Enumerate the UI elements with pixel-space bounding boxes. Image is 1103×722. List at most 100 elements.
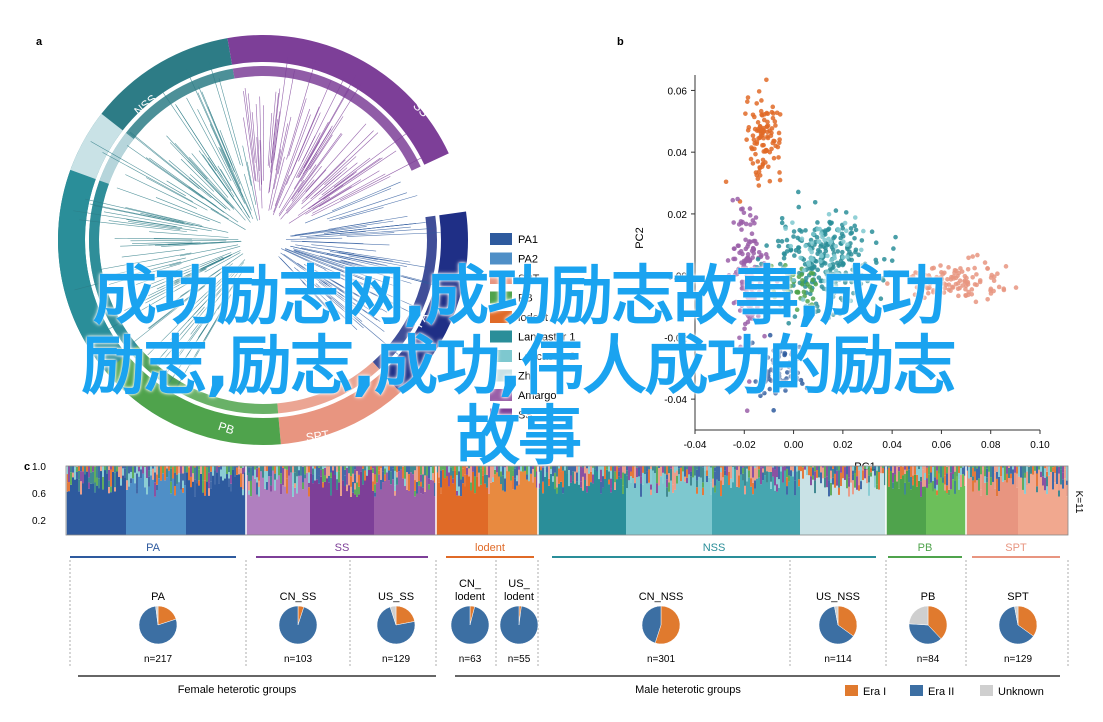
pca-point [969, 291, 975, 297]
admixture-bar [228, 478, 230, 487]
pca-point [843, 228, 849, 234]
admixture-bar [600, 466, 602, 470]
ring-segment-zhi-inner [99, 132, 134, 184]
admixture-bar [680, 466, 682, 468]
pca-point [1001, 287, 1007, 293]
pca-point [893, 234, 898, 240]
admixture-bar [352, 481, 354, 493]
pca-point [777, 170, 782, 175]
admixture-bar [574, 483, 576, 535]
admixture-bar [278, 466, 280, 476]
admixture-bar [822, 478, 824, 535]
admixture-bar [160, 480, 162, 535]
tree-branch [280, 179, 315, 220]
tree-branch [320, 277, 366, 306]
pca-point [740, 206, 745, 212]
pca-point [751, 137, 757, 142]
admixture-bar [244, 466, 246, 473]
admixture-bar [912, 475, 914, 480]
admixture-bar [398, 471, 400, 535]
pca-point [803, 228, 808, 233]
admixture-bar [996, 466, 998, 472]
pca-point [776, 130, 782, 136]
tree-branch [244, 88, 257, 182]
admixture-bar [282, 467, 284, 486]
admixture-bar [594, 466, 596, 470]
tree-branch [294, 249, 365, 273]
pca-point [783, 388, 788, 393]
tree-branch [288, 196, 331, 224]
admixture-bar [606, 466, 608, 470]
admixture-bar [754, 466, 756, 469]
admixture-bar [514, 478, 516, 490]
admixture-bar [586, 468, 588, 486]
admixture-bar [944, 484, 946, 491]
admixture-bar [594, 469, 596, 535]
admixture-bar [246, 466, 248, 476]
admixture-bar [772, 467, 774, 477]
admixture-bar [668, 482, 670, 492]
admixture-bar [282, 466, 284, 468]
admixture-bar [814, 493, 816, 535]
admixture-bar [180, 466, 182, 474]
admixture-bar [738, 487, 740, 535]
pca-point [736, 266, 741, 272]
pca-point [741, 258, 747, 264]
admixture-bar [958, 479, 960, 490]
admixture-bar [156, 484, 158, 491]
y-tick-label: -0.04 [664, 395, 687, 406]
tree-branch [305, 159, 346, 199]
legend-label: Lancaster 1 [518, 332, 575, 344]
pca-point [859, 272, 864, 278]
admixture-bar [72, 472, 74, 478]
admixture-bar [744, 466, 746, 472]
admixture-bar [584, 473, 586, 480]
pca-point [941, 290, 947, 295]
admixture-bar [724, 475, 726, 535]
admixture-bar [896, 466, 898, 482]
admixture-bar [530, 466, 532, 474]
admixture-bar [124, 477, 126, 535]
admixture-bar [862, 466, 864, 471]
admixture-bar [604, 466, 606, 480]
admixture-bar [306, 472, 308, 535]
admixture-bar [332, 470, 334, 535]
admixture-bar [192, 466, 194, 474]
admixture-bar [850, 466, 852, 469]
admixture-bar [952, 473, 954, 480]
admixture-bar [292, 496, 294, 535]
group-header-label: PB [918, 542, 933, 554]
admixture-bar [504, 491, 506, 535]
admixture-bar [632, 466, 634, 479]
pca-point [977, 278, 983, 283]
pca-point [741, 210, 747, 216]
admixture-bar [714, 466, 716, 468]
admixture-bar [218, 466, 220, 484]
admixture-bar [848, 486, 850, 497]
pca-point [765, 369, 771, 374]
admixture-bar [464, 486, 466, 535]
admixture-bar [456, 495, 458, 535]
pca-point [869, 229, 875, 235]
pca-point [988, 288, 993, 293]
admixture-bar [796, 466, 798, 472]
admixture-bar [362, 484, 364, 535]
tree-branch [207, 106, 241, 185]
admixture-bar [356, 466, 358, 472]
admixture-bar [438, 466, 440, 468]
admixture-bar [108, 469, 110, 481]
admixture-bar [580, 487, 582, 535]
tree-branch [256, 137, 261, 191]
admixture-bar [730, 478, 732, 488]
admixture-bar [972, 466, 974, 468]
pie-slice [818, 606, 854, 645]
admixture-bar [1066, 466, 1068, 481]
admixture-bar [314, 468, 316, 481]
admixture-bar [920, 496, 922, 535]
admixture-bar [504, 467, 506, 479]
pca-point [828, 239, 834, 245]
pca-point [762, 333, 767, 339]
era-legend: Era I Era II Unknown [845, 685, 1044, 698]
admixture-bar [856, 489, 858, 535]
admixture-bar [946, 466, 948, 467]
